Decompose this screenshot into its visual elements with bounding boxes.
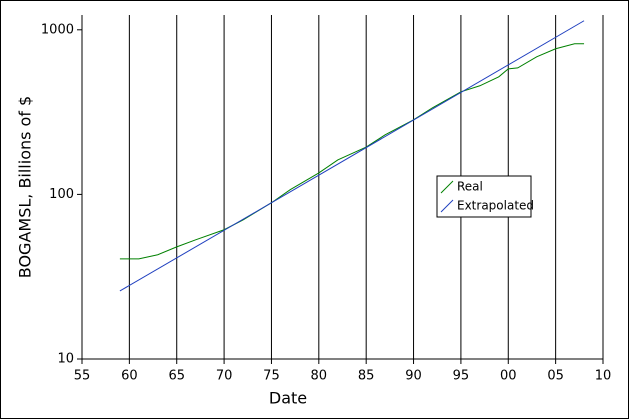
x-tick-label: 60 <box>121 369 138 384</box>
legend-box <box>436 175 532 218</box>
x-tick-label: 90 <box>405 369 422 384</box>
x-tick-label: 80 <box>311 369 328 384</box>
legend-label: Real <box>457 180 483 194</box>
x-axis-label: Date <box>269 389 307 408</box>
x-tick-label: 10 <box>595 369 612 384</box>
legend-swatch <box>440 180 454 194</box>
x-tick-label: 70 <box>216 369 233 384</box>
y-tick-label: 100 <box>49 187 74 202</box>
x-tick-label: 55 <box>74 369 91 384</box>
line <box>119 20 585 292</box>
x-tick-label: 75 <box>263 369 280 384</box>
x-tick-label: 95 <box>453 369 470 384</box>
legend: Real Extrapolated <box>436 175 534 218</box>
legend-label: Extrapolated <box>457 199 534 213</box>
y-axis-label: BOGAMSL, Billions of $ <box>16 96 35 278</box>
x-tick-label: 65 <box>168 369 185 384</box>
legend-swatch <box>440 199 454 213</box>
x-tick-label: 00 <box>500 369 517 384</box>
y-tick-label: 10 <box>57 352 74 367</box>
line <box>119 43 585 260</box>
x-tick-label: 85 <box>358 369 375 384</box>
x-tick-label: 05 <box>547 369 564 384</box>
y-tick-label: 1000 <box>41 22 74 37</box>
